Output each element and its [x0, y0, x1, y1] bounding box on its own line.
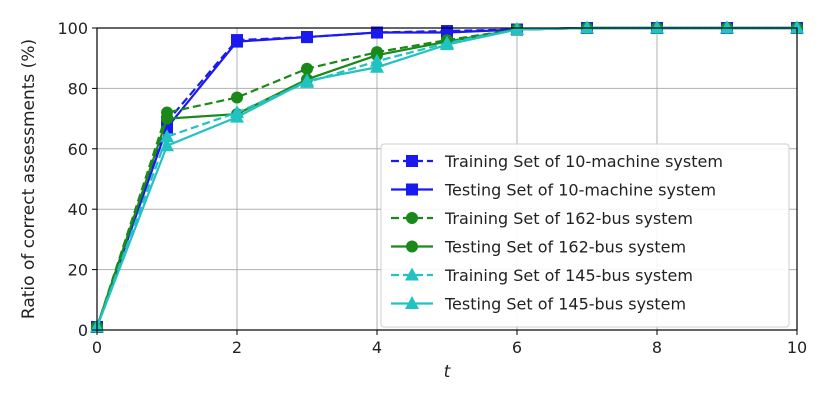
data-point	[300, 73, 314, 87]
legend-label: Training Set of 10-machine system	[444, 152, 723, 171]
data-point	[650, 20, 664, 34]
legend-label: Testing Set of 162-bus system	[444, 238, 686, 257]
y-tick-label: 60	[68, 140, 88, 159]
legend-marker	[405, 267, 419, 281]
y-tick-label: 20	[68, 261, 88, 280]
data-point	[161, 112, 173, 125]
data-point	[231, 91, 243, 104]
data-point	[790, 20, 804, 34]
x-axis-label: t	[444, 362, 452, 382]
x-tick-label: 2	[232, 338, 242, 357]
legend-label: Testing Set of 10-machine system	[444, 181, 716, 200]
y-tick-label: 80	[68, 79, 88, 98]
data-point	[301, 62, 313, 75]
legend-item: Training Set of 10-machine system	[391, 152, 723, 171]
legend-marker	[405, 296, 419, 309]
data-point	[441, 26, 453, 39]
legend-item: Testing Set of 145-bus system	[391, 295, 686, 314]
data-point	[371, 26, 383, 39]
legend-label: Testing Set of 145-bus system	[444, 295, 686, 314]
data-point	[720, 20, 734, 34]
legend: Training Set of 10-machine system Testing…	[380, 143, 790, 328]
x-tick-label: 0	[92, 338, 102, 357]
data-point	[230, 109, 244, 123]
legend-marker	[406, 183, 418, 196]
y-tick-label: 100	[57, 19, 88, 38]
data-point	[160, 138, 174, 152]
data-point	[370, 59, 384, 73]
legend-marker	[406, 240, 418, 253]
legend-item: Testing Set of 10-machine system	[391, 181, 716, 200]
x-tick-label: 10	[787, 338, 807, 357]
legend-label: Training Set of 162-bus system	[444, 209, 693, 228]
legend-label: Training Set of 145-bus system	[444, 266, 693, 285]
y-axis-label: Ratio of correct assessments (%)	[19, 39, 39, 319]
data-point	[231, 35, 243, 48]
x-tick-label: 4	[372, 338, 382, 357]
x-tick-label: 8	[652, 338, 662, 357]
data-point	[440, 37, 454, 51]
legend-marker	[406, 212, 418, 224]
data-point	[580, 20, 594, 34]
y-tick-label: 0	[78, 321, 88, 340]
data-point	[160, 129, 174, 143]
legend-box	[380, 143, 790, 328]
legend-item: Training Set of 162-bus system	[391, 209, 693, 228]
y-tick-label: 40	[68, 200, 88, 219]
plot-frame	[96, 27, 798, 331]
legend-item: Testing Set of 162-bus system	[391, 238, 686, 257]
x-tick-label: 6	[512, 338, 522, 357]
legend-marker	[406, 155, 418, 167]
legend-item: Training Set of 145-bus system	[391, 266, 693, 285]
data-point	[301, 31, 313, 44]
